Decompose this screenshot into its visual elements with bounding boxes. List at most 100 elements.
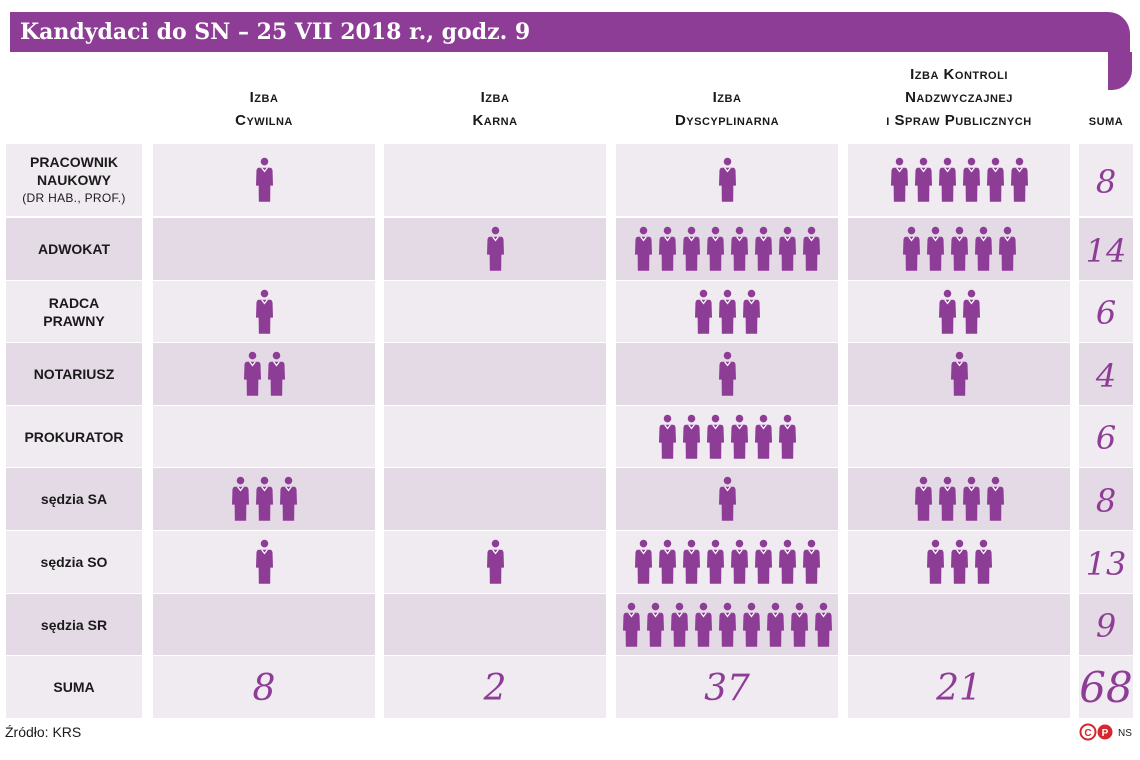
- person-icon: [487, 225, 504, 278]
- title-bar-fold: [1108, 52, 1132, 90]
- person-icon: [975, 225, 992, 278]
- svg-text:P: P: [1102, 728, 1109, 739]
- row-label-band: [6, 343, 142, 405]
- person-icon: [623, 601, 640, 654]
- person-icon: [939, 288, 956, 341]
- sum-cell: [1079, 343, 1133, 405]
- sum-cell: [1079, 656, 1133, 718]
- person-icon: [743, 601, 760, 654]
- person-icon: [791, 601, 808, 654]
- person-icon: [659, 413, 676, 466]
- person-icon: [635, 225, 652, 278]
- person-icon: [803, 225, 820, 278]
- sum-cell: [1079, 468, 1133, 530]
- column-total: 21: [936, 668, 982, 709]
- person-icon: [707, 225, 724, 278]
- table-cell: [153, 343, 375, 405]
- row-label: ADWOKAT: [6, 218, 142, 280]
- person-icon: [280, 475, 297, 528]
- person-icon: [719, 288, 736, 341]
- table-cell: [384, 406, 606, 467]
- person-icon: [719, 475, 736, 528]
- person-icon: [755, 225, 772, 278]
- credit-badges: C P: [1079, 723, 1113, 741]
- person-icon: [767, 601, 784, 654]
- sum-cell: [1079, 531, 1133, 593]
- sum-cell: [1079, 281, 1133, 342]
- person-icon: [695, 601, 712, 654]
- person-icon: [256, 156, 273, 209]
- row-label-line: ADWOKAT: [37, 241, 111, 257]
- column-header-line: Izba Kontroli: [910, 66, 1008, 83]
- grand-total: 68: [1079, 663, 1133, 712]
- table-cell: [616, 406, 838, 467]
- table-cell: [616, 656, 838, 718]
- row-sum: 8: [1095, 163, 1117, 201]
- person-icon: [963, 156, 980, 209]
- column-header-line: Dyscyplinarna: [674, 112, 780, 129]
- person-icon: [731, 225, 748, 278]
- row-label: sędzia SR: [6, 594, 142, 655]
- person-icon: [683, 413, 700, 466]
- person-icon: [963, 475, 980, 528]
- person-icon: [671, 601, 688, 654]
- sum-cell: [1079, 218, 1133, 280]
- table-cell: [384, 343, 606, 405]
- row-label-line: sędzia SO: [40, 554, 108, 570]
- row-label: PRACOWNIK NAUKOWY (DR HAB., PROF.): [6, 144, 142, 216]
- row-label: sędzia SA: [6, 468, 142, 530]
- row-label-band: [6, 281, 142, 342]
- row-sum: 14: [1085, 232, 1127, 270]
- person-icon: [755, 538, 772, 591]
- person-icon: [927, 538, 944, 591]
- person-icon: [743, 288, 760, 341]
- person-icon: [815, 601, 832, 654]
- person-icon: [659, 538, 676, 591]
- table-cell: [848, 281, 1070, 342]
- row-label-line: NOTARIUSZ: [33, 366, 115, 382]
- column-header: Izba Kontroli Nadzwyczajnej i Spraw Public…: [848, 63, 1070, 132]
- table-cell: [384, 656, 606, 718]
- sum-cell: [1079, 406, 1133, 467]
- row-sum: 8: [1095, 482, 1117, 520]
- table-cell: [153, 594, 375, 655]
- person-icon: [939, 475, 956, 528]
- row-label-band: [6, 594, 142, 655]
- table-cell: [153, 406, 375, 467]
- row-label: RADCA PRAWNY: [6, 281, 142, 342]
- table-cell: [616, 531, 838, 593]
- table-cell: [616, 218, 838, 280]
- row-label-band: [6, 218, 142, 280]
- column-header-line: Karna: [472, 112, 518, 129]
- person-icon: [647, 601, 664, 654]
- title-bar: [10, 12, 1130, 52]
- person-icon: [719, 601, 736, 654]
- person-icon: [683, 225, 700, 278]
- person-icon: [951, 350, 968, 403]
- row-label-line: NAUKOWY: [37, 172, 111, 188]
- sum-cell: [1079, 594, 1133, 655]
- column-total: 2: [483, 668, 507, 709]
- row-label-line: (DR HAB., PROF.): [22, 191, 126, 205]
- row-sum: 13: [1085, 545, 1127, 583]
- row-label-line: sędzia SR: [40, 616, 108, 633]
- row-label-line: sędzia SA: [40, 491, 108, 507]
- row-label-line: PROKURATOR: [24, 428, 124, 445]
- person-icon: [915, 475, 932, 528]
- row-label-band: [6, 531, 142, 593]
- table-cell: [848, 406, 1070, 467]
- person-icon: [707, 538, 724, 591]
- row-label-line: RADCA: [48, 294, 100, 311]
- person-icon: [803, 538, 820, 591]
- person-icon: [963, 288, 980, 341]
- person-icon: [779, 225, 796, 278]
- sum-column-header: suma: [1088, 112, 1124, 129]
- table-cell: [848, 468, 1070, 530]
- credit-initials: NS: [1118, 728, 1132, 739]
- table-cell: [384, 281, 606, 342]
- row-label-line: PRACOWNIK: [30, 154, 118, 170]
- column-header-line: i Spraw Publicznych: [886, 112, 1032, 129]
- sum-cell: [1079, 144, 1133, 216]
- person-icon: [719, 156, 736, 209]
- row-sum: 4: [1095, 357, 1117, 395]
